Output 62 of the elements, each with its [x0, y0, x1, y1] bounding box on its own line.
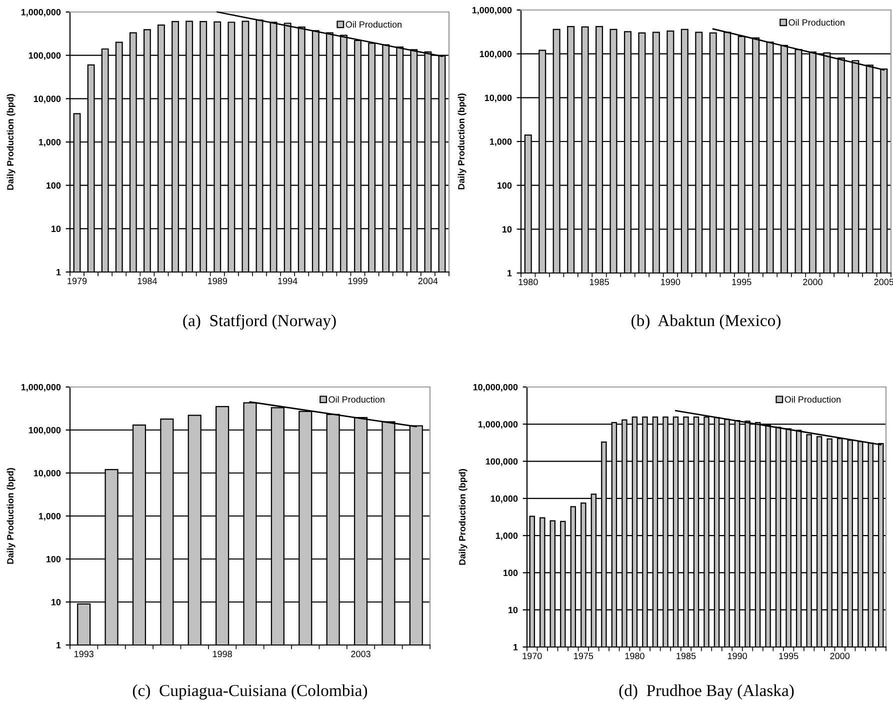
y-tick-label: 1,000,000 [21, 384, 61, 392]
x-tick-label: 1980 [625, 652, 644, 660]
x-tick-label: 1990 [728, 652, 747, 660]
x-tick-label: 1979 [68, 278, 87, 284]
y-tick-label: 100 [46, 556, 61, 562]
y-axis-title: Daily Production (bpd) [6, 468, 16, 564]
y-tick-label: 10,000 [490, 495, 518, 504]
x-tick-label: 1989 [208, 278, 228, 284]
y-tick-label: 10,000 [34, 96, 61, 104]
y-tick-label: 10 [502, 226, 512, 233]
y-tick-label: 1 [56, 642, 61, 648]
y-tick-label: 100,000 [480, 50, 512, 58]
text: (d) Prudhoe Bay (Alaska) [619, 684, 794, 700]
y-tick-label: 100,000 [28, 426, 61, 435]
x-tick-label: 2000 [803, 278, 822, 286]
y-tick-label: 1 [56, 269, 61, 276]
x-tick-label: 1995 [779, 652, 798, 660]
y-tick-label: 100 [503, 570, 518, 576]
y-tick-label: 10,000 [484, 94, 512, 102]
x-tick-label: 1985 [590, 278, 609, 286]
y-tick-label: 100 [497, 182, 512, 189]
x-tick-label: 1994 [278, 278, 298, 284]
y-tick-label: 1,000,000 [21, 8, 61, 17]
y-tick-label: 10 [508, 606, 518, 614]
y-axis-title: Daily Production (bpd) [6, 94, 16, 190]
y-tick-label: 1,000 [496, 532, 518, 540]
y-tick-label: 10 [52, 598, 61, 606]
legend-label: Oil Production [788, 19, 844, 26]
x-tick-label: 1995 [732, 278, 752, 286]
x-tick-label: 1990 [661, 278, 680, 286]
x-tick-label: 1999 [348, 278, 368, 284]
legend-label: Oil Production [346, 21, 402, 28]
y-tick-label: 10,000,000 [473, 384, 518, 392]
y-tick-label: 1,000 [38, 512, 61, 521]
legend-label: Oil Production [784, 396, 840, 403]
y-tick-label: 10 [52, 226, 61, 232]
y-tick-label: 1,000 [38, 138, 61, 147]
y-tick-label: 100,000 [28, 52, 61, 60]
x-tick-label: 2000 [830, 652, 850, 660]
x-tick-label: 1970 [522, 652, 542, 660]
y-tick-label: 1,000,000 [472, 6, 512, 15]
y-tick-label: 1 [514, 644, 518, 650]
x-tick-label: 2003 [351, 650, 370, 658]
y-axis-title: Daily Production (bpd) [458, 94, 466, 190]
text: (c) Cupiagua-Cuisiana (Colombia) [132, 684, 368, 700]
x-tick-label: 2004 [418, 278, 438, 284]
y-tick-label: 100,000 [486, 458, 518, 466]
y-tick-label: 100 [46, 182, 61, 189]
y-axis-title: Daily Production (bpd) [458, 469, 468, 565]
x-tick-label: 1984 [138, 278, 157, 284]
y-tick-label: 10,000 [34, 470, 61, 478]
y-tick-label: 1,000,000 [478, 421, 518, 429]
legend-label: Oil Production [328, 396, 384, 403]
x-tick-label: 1975 [574, 652, 594, 660]
text: (a) Statfjord (Norway) [183, 314, 336, 330]
y-tick-label: 1 [508, 270, 512, 276]
x-tick-label: 1980 [518, 278, 538, 286]
text: (b) Abaktun (Mexico) [632, 314, 780, 330]
y-tick-label: 1,000 [490, 138, 512, 146]
x-tick-label: 1998 [212, 650, 232, 658]
x-tick-label: 1993 [74, 650, 94, 658]
x-tick-label: 1985 [676, 652, 696, 660]
